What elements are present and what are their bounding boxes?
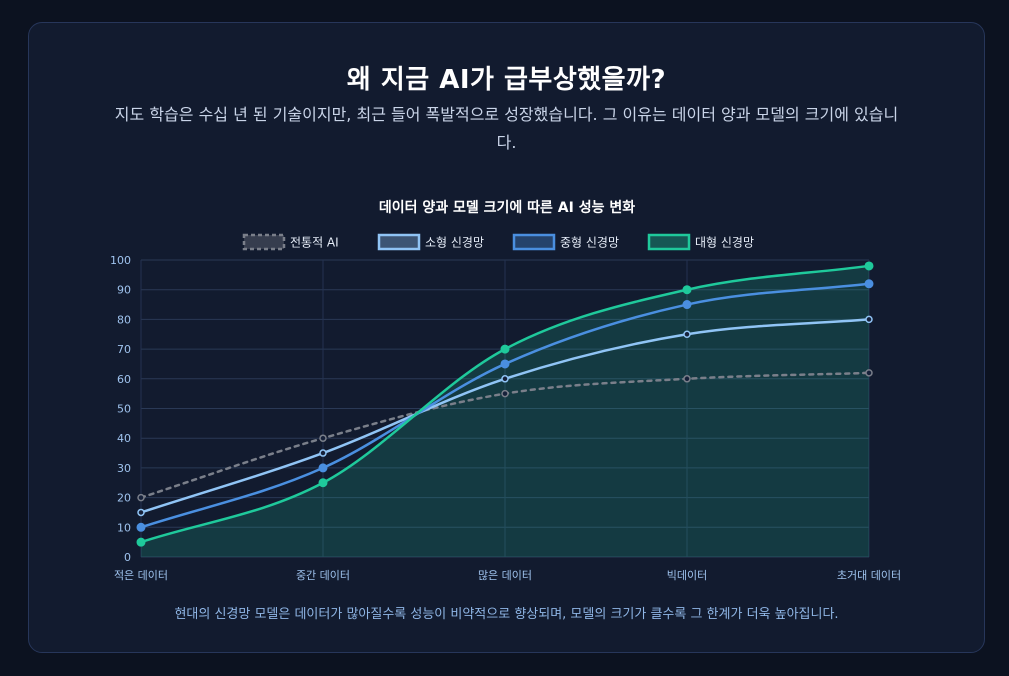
legend-swatch [242, 233, 286, 251]
data-point [682, 285, 692, 295]
y-tick-label: 10 [117, 521, 131, 534]
page-subtitle: 지도 학습은 수십 년 된 기술이지만, 최근 들어 폭발적으로 성장했습니다.… [114, 105, 899, 152]
chart-grid [140, 259, 870, 558]
y-tick-label: 30 [117, 462, 131, 475]
legend-label: 전통적 AI [290, 236, 339, 250]
y-tick-label: 40 [117, 432, 131, 445]
y-tick-label: 60 [117, 373, 131, 386]
data-point [319, 434, 327, 442]
content-card: 왜 지금 AI가 급부상했을까? 지도 학습은 수십 년 된 기술이지만, 최근… [28, 22, 985, 653]
data-point [137, 493, 145, 502]
legend-swatch [647, 233, 691, 251]
legend-swatch [512, 233, 556, 251]
data-point [318, 463, 328, 473]
y-tick-label: 90 [117, 284, 131, 297]
chart-legend: 전통적 AI 소형 신경망 중형 신경망 대형 신경망 [242, 233, 754, 251]
y-tick-label: 0 [124, 551, 131, 564]
legend-label: 중형 신경망 [560, 236, 619, 250]
chart-series [136, 261, 874, 557]
legend-label: 대형 신경망 [695, 236, 754, 250]
y-tick-label: 100 [110, 254, 131, 267]
legend-label: 소형 신경망 [425, 236, 484, 250]
data-point [319, 449, 327, 457]
x-tick-label: 중간 데이터 [296, 569, 350, 582]
y-tick-label: 70 [117, 343, 131, 356]
legend-swatch [377, 233, 421, 251]
x-tick-label: 빅데이터 [667, 569, 707, 582]
chart-caption: 현대의 신경망 모델은 데이터가 많아질수록 성능이 비약적으로 향상되며, 모… [174, 607, 839, 622]
data-point [137, 508, 145, 517]
data-point [318, 478, 328, 488]
y-tick-label: 80 [117, 313, 131, 326]
chart-axes: 0 10 20 30 40 50 60 70 80 90 100 적은 데이터 중간 데이터 많은 데이터… [110, 254, 901, 582]
y-tick-label: 20 [117, 492, 131, 505]
data-point [865, 369, 873, 377]
x-tick-label: 초거대 데이터 [837, 569, 901, 582]
page-title: 왜 지금 AI가 급부상했을까? [346, 65, 667, 95]
data-point [864, 261, 874, 271]
data-point [683, 330, 691, 338]
data-point [500, 359, 510, 369]
data-point [136, 522, 146, 532]
data-point [501, 389, 509, 398]
y-tick-label: 50 [117, 403, 131, 416]
data-point [864, 279, 874, 289]
data-point [865, 315, 873, 324]
data-point [136, 537, 146, 547]
x-tick-label: 많은 데이터 [478, 569, 532, 582]
x-tick-label: 적은 데이터 [114, 569, 168, 582]
data-point [683, 375, 691, 383]
chart-title: 데이터 양과 모델 크기에 따른 AI 성능 변화 [379, 199, 635, 216]
data-point [500, 344, 510, 354]
data-point [501, 375, 509, 383]
data-point [682, 300, 692, 310]
